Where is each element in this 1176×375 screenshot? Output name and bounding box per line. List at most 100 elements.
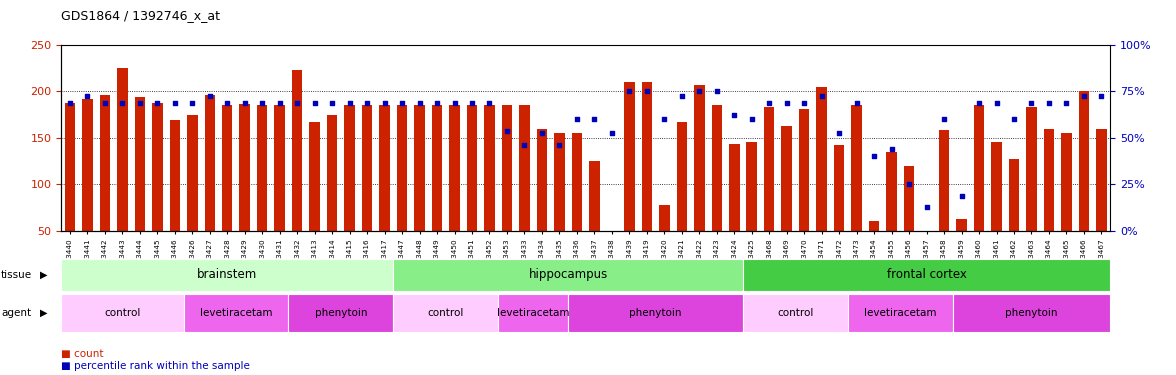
Bar: [118, 68, 127, 277]
Point: [724, 112, 743, 118]
Point: [131, 100, 149, 106]
Bar: [659, 205, 669, 277]
Bar: [974, 105, 984, 277]
Bar: [258, 105, 267, 277]
Bar: [1078, 92, 1089, 277]
Text: ■ percentile rank within the sample: ■ percentile rank within the sample: [61, 361, 250, 370]
Point: [515, 142, 534, 148]
Point: [410, 100, 429, 106]
Point: [95, 100, 114, 106]
Bar: [100, 95, 111, 277]
Bar: [956, 219, 967, 277]
Bar: [743, 259, 1110, 291]
Bar: [393, 294, 499, 332]
Text: ▶: ▶: [40, 308, 47, 318]
Bar: [327, 115, 338, 277]
Point: [777, 100, 796, 106]
Bar: [904, 166, 914, 277]
Point: [742, 116, 761, 122]
Bar: [502, 105, 513, 277]
Bar: [642, 82, 652, 277]
Bar: [589, 161, 600, 277]
Point: [620, 88, 639, 94]
Bar: [764, 107, 775, 277]
Bar: [520, 105, 529, 277]
Text: ▶: ▶: [40, 270, 47, 280]
Bar: [991, 142, 1002, 277]
Bar: [432, 105, 442, 277]
Bar: [345, 105, 355, 277]
Point: [935, 116, 954, 122]
Point: [462, 100, 481, 106]
Point: [760, 100, 779, 106]
Bar: [61, 259, 393, 291]
Bar: [183, 294, 288, 332]
Bar: [82, 99, 93, 277]
Bar: [393, 259, 743, 291]
Text: phenytoin: phenytoin: [1005, 308, 1057, 318]
Point: [340, 100, 359, 106]
Bar: [61, 294, 183, 332]
Bar: [572, 133, 582, 277]
Bar: [65, 104, 75, 277]
Bar: [467, 105, 477, 277]
Bar: [887, 152, 897, 277]
Bar: [396, 105, 407, 277]
Bar: [309, 122, 320, 277]
Text: control: control: [777, 308, 814, 318]
Point: [1040, 100, 1058, 106]
Bar: [851, 105, 862, 277]
Text: hippocampus: hippocampus: [528, 268, 608, 281]
Bar: [1009, 159, 1020, 277]
Bar: [568, 294, 743, 332]
Bar: [152, 102, 162, 277]
Point: [1093, 93, 1111, 99]
Point: [113, 100, 132, 106]
Bar: [834, 145, 844, 277]
Text: agent: agent: [1, 308, 32, 318]
Bar: [869, 221, 880, 277]
Text: tissue: tissue: [1, 270, 32, 280]
Bar: [380, 105, 389, 277]
Point: [584, 116, 603, 122]
Text: levetiracetam: levetiracetam: [864, 308, 936, 318]
Point: [270, 100, 289, 106]
Point: [1057, 100, 1076, 106]
Bar: [711, 105, 722, 277]
Bar: [694, 85, 704, 277]
Bar: [1061, 133, 1071, 277]
Bar: [747, 142, 757, 277]
Point: [550, 142, 569, 148]
Point: [183, 100, 202, 106]
Point: [375, 100, 394, 106]
Point: [917, 204, 936, 210]
Bar: [240, 104, 250, 277]
Point: [1004, 116, 1023, 122]
Point: [480, 100, 499, 106]
Point: [900, 181, 918, 187]
Point: [655, 116, 674, 122]
Point: [864, 153, 883, 159]
Bar: [169, 120, 180, 277]
Bar: [743, 294, 848, 332]
Point: [969, 100, 988, 106]
Bar: [222, 105, 233, 277]
Text: control: control: [105, 308, 140, 318]
Bar: [938, 130, 949, 277]
Bar: [953, 294, 1110, 332]
Point: [1075, 93, 1094, 99]
Bar: [536, 129, 547, 277]
Point: [1022, 100, 1041, 106]
Point: [533, 130, 552, 136]
Text: brainstem: brainstem: [198, 268, 258, 281]
Bar: [288, 294, 393, 332]
Bar: [848, 294, 953, 332]
Bar: [499, 294, 568, 332]
Point: [847, 100, 866, 106]
Point: [445, 100, 463, 106]
Bar: [607, 232, 617, 277]
Text: levetiracetam: levetiracetam: [200, 308, 272, 318]
Bar: [799, 109, 809, 277]
Point: [987, 100, 1005, 106]
Bar: [729, 144, 740, 277]
